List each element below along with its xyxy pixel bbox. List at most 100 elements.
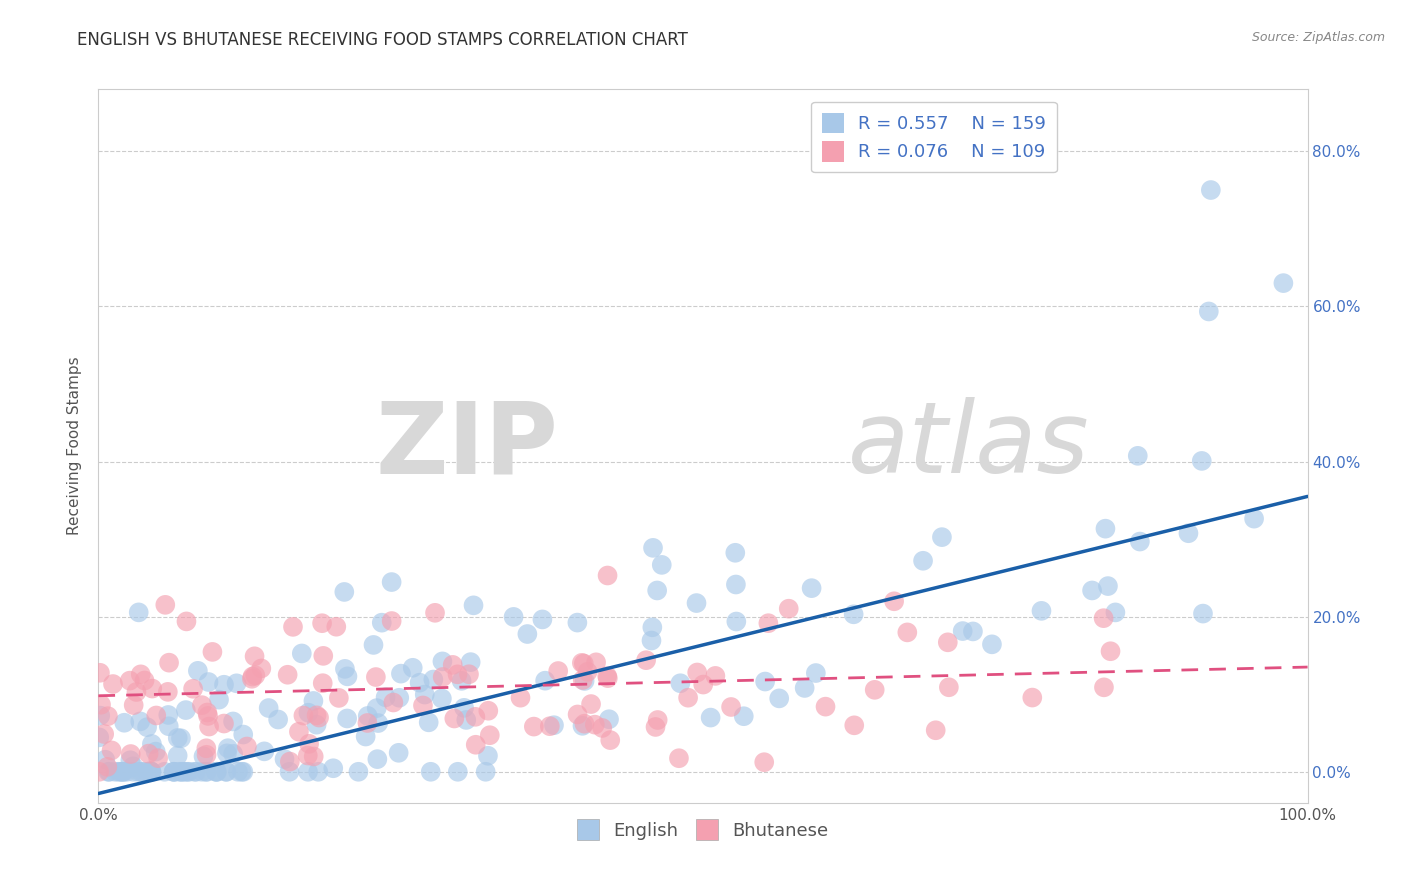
Point bbox=[576, 665, 599, 679]
Point bbox=[1104, 606, 1126, 620]
Point bbox=[240, 672, 263, 686]
Point bbox=[197, 675, 219, 690]
Point bbox=[176, 615, 198, 629]
Point bbox=[243, 649, 266, 664]
Point bbox=[724, 546, 747, 560]
Point bbox=[242, 669, 264, 683]
Point bbox=[754, 674, 776, 689]
Point bbox=[641, 541, 664, 555]
Point bbox=[419, 764, 441, 779]
Point bbox=[645, 583, 668, 598]
Point bbox=[1094, 522, 1116, 536]
Point bbox=[463, 599, 485, 613]
Point bbox=[458, 667, 481, 681]
Point bbox=[195, 764, 218, 779]
Point bbox=[543, 718, 565, 732]
Point bbox=[1097, 579, 1119, 593]
Point bbox=[325, 620, 347, 634]
Point bbox=[912, 554, 935, 568]
Point bbox=[502, 610, 524, 624]
Point bbox=[112, 715, 135, 730]
Point bbox=[125, 685, 148, 699]
Point bbox=[333, 585, 356, 599]
Point bbox=[267, 713, 290, 727]
Point bbox=[768, 691, 790, 706]
Point bbox=[222, 714, 245, 729]
Point bbox=[170, 731, 193, 746]
Point bbox=[793, 681, 815, 695]
Point bbox=[298, 737, 321, 751]
Point bbox=[141, 764, 163, 779]
Point bbox=[111, 764, 134, 779]
Point bbox=[844, 718, 866, 732]
Point bbox=[215, 764, 238, 779]
Point bbox=[388, 690, 411, 705]
Point bbox=[215, 747, 238, 761]
Point bbox=[308, 710, 330, 724]
Point bbox=[388, 746, 411, 760]
Point bbox=[382, 696, 405, 710]
Point bbox=[122, 698, 145, 712]
Point bbox=[356, 715, 378, 730]
Point bbox=[112, 764, 135, 779]
Point bbox=[651, 558, 673, 572]
Point bbox=[704, 669, 727, 683]
Point bbox=[572, 657, 595, 671]
Point bbox=[302, 749, 325, 764]
Point bbox=[432, 670, 454, 684]
Point bbox=[413, 688, 436, 702]
Point bbox=[692, 677, 714, 691]
Point bbox=[118, 673, 141, 688]
Point bbox=[195, 706, 218, 720]
Point bbox=[111, 764, 134, 779]
Point bbox=[374, 690, 396, 705]
Point bbox=[302, 694, 325, 708]
Point bbox=[122, 764, 145, 779]
Point bbox=[422, 673, 444, 687]
Point bbox=[538, 719, 561, 733]
Point bbox=[162, 764, 184, 779]
Point bbox=[212, 678, 235, 692]
Point bbox=[139, 764, 162, 778]
Point bbox=[534, 673, 557, 688]
Point bbox=[322, 761, 344, 775]
Point bbox=[89, 731, 111, 745]
Point bbox=[478, 728, 501, 742]
Point bbox=[641, 620, 664, 634]
Point bbox=[579, 697, 602, 711]
Point bbox=[129, 714, 152, 729]
Point bbox=[94, 753, 117, 767]
Point bbox=[153, 764, 176, 779]
Point bbox=[201, 645, 224, 659]
Point bbox=[1198, 304, 1220, 318]
Point bbox=[278, 764, 301, 779]
Point bbox=[804, 666, 827, 681]
Point bbox=[636, 653, 658, 667]
Point bbox=[191, 698, 214, 713]
Point bbox=[640, 633, 662, 648]
Point bbox=[305, 717, 328, 731]
Point bbox=[110, 764, 132, 779]
Point bbox=[464, 738, 486, 752]
Point bbox=[408, 675, 430, 690]
Point bbox=[981, 637, 1004, 651]
Point bbox=[191, 764, 214, 779]
Point bbox=[198, 720, 221, 734]
Y-axis label: Receiving Food Stamps: Receiving Food Stamps bbox=[67, 357, 83, 535]
Point bbox=[134, 673, 156, 688]
Point bbox=[127, 764, 149, 779]
Point bbox=[257, 701, 280, 715]
Point bbox=[443, 711, 465, 725]
Point bbox=[328, 690, 350, 705]
Point bbox=[574, 716, 596, 731]
Point bbox=[402, 661, 425, 675]
Point bbox=[311, 616, 333, 631]
Point bbox=[336, 669, 359, 683]
Point bbox=[1092, 681, 1115, 695]
Point bbox=[531, 612, 554, 626]
Point bbox=[277, 667, 299, 681]
Point bbox=[1031, 604, 1053, 618]
Point bbox=[800, 581, 823, 595]
Point bbox=[756, 616, 779, 631]
Point bbox=[367, 716, 389, 731]
